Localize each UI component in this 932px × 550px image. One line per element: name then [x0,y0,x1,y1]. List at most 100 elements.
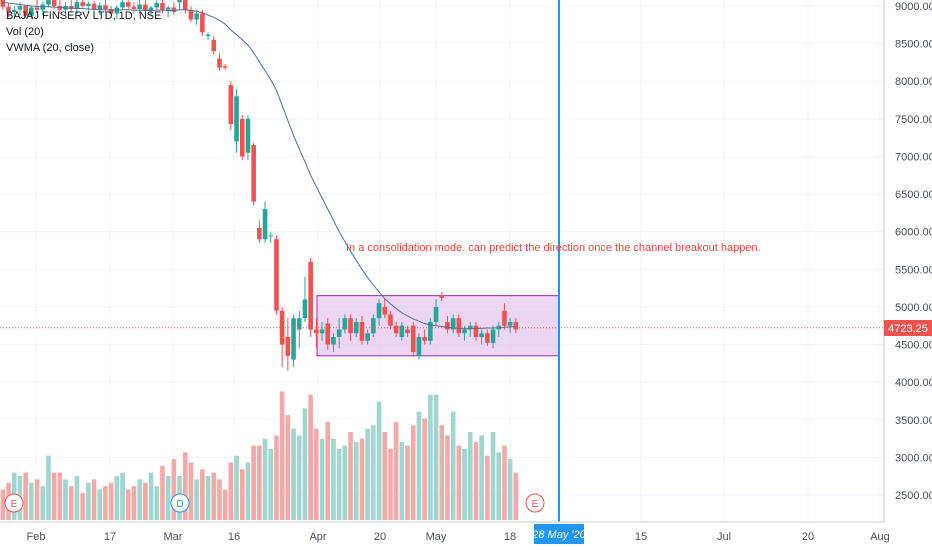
candle-body [450,318,456,330]
candle-body [485,333,490,344]
candle-body [6,6,11,13]
time-tick-label: 16 [228,531,240,543]
volume-bar [353,442,359,520]
candle-body [120,2,125,8]
candle-body [188,9,194,20]
volume-bar [399,442,405,520]
candle-body [171,7,177,13]
candle-body [131,6,137,10]
candle-body [462,329,467,334]
candle-body [405,329,410,334]
candle-body [342,318,348,330]
candle-body [388,314,393,326]
candle-body [143,4,148,11]
time-tick-label: 17 [104,531,116,543]
candle-body [433,306,439,322]
time-tick-label: 18 [504,531,516,543]
candle-body [365,333,370,341]
time-tick-label: 15 [635,531,647,543]
volume-bar [325,421,331,520]
volume-bar [496,452,502,520]
volume-bar [46,455,51,520]
price-axis[interactable]: 9000.00 8500.00 8000.00 7500.00 7000.00 6500.… [895,1,932,502]
price-tick-label: 7500.00 [895,114,932,126]
volume-bar [285,415,291,520]
candle-body [274,239,279,311]
annotation-text[interactable]: In a consolidation mode. can predict the… [346,242,761,254]
candle-body [268,235,274,237]
volume-bar [194,479,199,520]
candle-body [325,323,331,345]
volume-bar [462,448,467,520]
candle-body [51,0,57,6]
volume-bar [485,455,490,520]
volume-bar [331,438,336,520]
candle-body [108,9,114,14]
candle-body [473,325,479,338]
volume-bar [211,472,217,520]
price-tick-label: 4000.00 [895,377,932,389]
volume-bar [103,486,108,520]
candle-body [467,325,473,330]
candle-body [34,7,40,10]
candle-body [490,329,496,344]
indicator-vwma[interactable]: VWMA (20, close) [6,42,95,54]
volume-bar [57,472,63,520]
candle-body [103,5,108,10]
candle-body [165,7,171,10]
candle-body [17,6,23,10]
candle-body [91,3,97,10]
candle-body [11,9,17,13]
candle-body [239,118,245,157]
symbol-title[interactable]: BAJAJ FINSERV LTD, 1D, NSE [6,10,162,22]
time-tick-label: Mar [164,531,183,543]
volume-bar [291,428,296,520]
volume-bar [336,448,342,520]
volume-bar [120,472,125,520]
volume-bar [405,445,410,520]
volume-bar [342,445,348,520]
candle-body [211,39,217,52]
svg-text:E: E [532,499,539,510]
volume-bar [365,428,370,520]
volume-bar [479,435,484,520]
volume-bar [393,421,399,520]
time-tick-label: Feb [27,531,46,543]
volume-bar [91,479,97,520]
candle-body [74,2,80,10]
date-label: 28 May '20 [531,524,587,544]
candle-body [371,318,376,334]
time-axis[interactable]: Feb 17 Mar 16 Apr 20 May 18 15 Jul 20 Aug [27,531,890,543]
candle-body [262,209,268,240]
candle-body [291,318,296,360]
volume-bar [23,472,28,520]
legend: BAJAJ FINSERV LTD, 1D, NSE Vol (20) VWMA… [6,8,161,56]
candle-body [205,34,211,37]
price-tick-label: 8500.00 [895,39,932,51]
candle-body [222,66,228,68]
volume-bar [68,486,74,520]
volume-bar [279,391,285,520]
price-tick-label: 2500.00 [895,490,932,502]
volume-bars [0,391,519,520]
volume-bar [148,472,154,520]
volume-bar [160,465,165,520]
candle-body [97,5,103,10]
candle-body [68,6,74,10]
volume-bar [143,482,148,520]
volume-bar [348,432,353,520]
candle-body [399,325,405,338]
volume-bar [200,469,205,520]
candle-body [376,303,382,319]
volume-bar [125,489,131,520]
volume-bar [257,445,262,520]
indicator-vol[interactable]: Vol (20) [6,26,44,38]
volume-bar [234,455,239,520]
candle-body [228,84,234,125]
volume-bar [74,476,80,520]
volume-bar [108,482,114,520]
volume-bar [51,472,57,520]
volume-bar [513,472,519,520]
volume-bar [137,479,142,520]
